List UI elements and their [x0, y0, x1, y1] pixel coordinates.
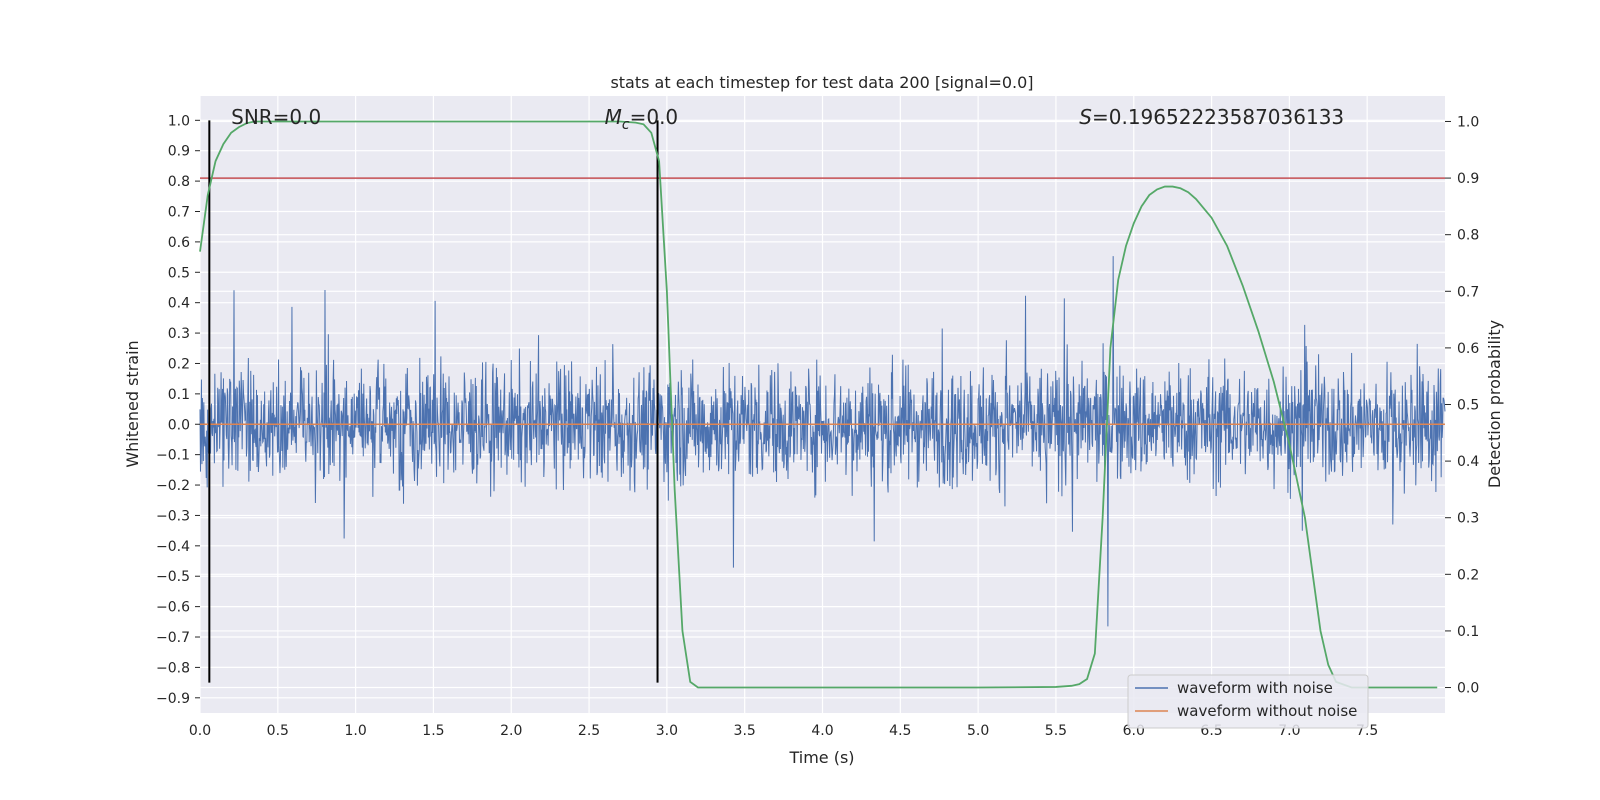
y-tick-label: 1.0 — [168, 113, 190, 129]
y-tick-label: −0.4 — [156, 539, 190, 555]
y2-tick-label: 0.4 — [1457, 454, 1479, 470]
y2-tick-label: 1.0 — [1457, 114, 1479, 130]
vertical-markers — [208, 120, 659, 683]
chirp-mass-annotation: Mc=0.0 — [605, 105, 679, 133]
x-tick-label: 2.5 — [578, 723, 600, 739]
score-value: =0.19652223587036133 — [1092, 105, 1344, 129]
chirp-mass-value: =0.0 — [630, 105, 679, 129]
y2-axis-ticks: 1.0 0.9 0.8 0.7 0.6 0.5 0.4 0.3 0.2 0.1 0.0 — [1445, 114, 1479, 697]
y-tick-label: −0.5 — [156, 569, 190, 585]
y-tick-label: 0.4 — [168, 296, 190, 312]
y-tick-label: 0.3 — [168, 326, 190, 342]
y2-tick-label: 0.6 — [1457, 341, 1479, 357]
snr-annotation: SNR=0.0 — [231, 105, 321, 129]
detection-probability-line — [199, 120, 1438, 689]
x-tick-label: 4.5 — [889, 723, 911, 739]
y-tick-label: 0.9 — [168, 144, 190, 160]
x-axis-label: Time (s) — [788, 748, 854, 767]
y2-tick-label: 0.7 — [1457, 284, 1479, 300]
y-tick-label: 0.2 — [168, 356, 190, 372]
y2-tick-label: 0.2 — [1457, 567, 1479, 583]
x-tick-label: 2.0 — [500, 723, 522, 739]
x-tick-label: 0.0 — [189, 723, 211, 739]
y2-tick-label: 0.5 — [1457, 398, 1479, 414]
y-tick-label: −0.3 — [156, 508, 190, 524]
x-tick-label: 5.0 — [967, 723, 989, 739]
y-tick-label: −0.9 — [156, 691, 190, 707]
x-tick-label: 1.5 — [422, 723, 444, 739]
y-tick-label: −0.1 — [156, 448, 190, 464]
y2-tick-label: 0.0 — [1457, 681, 1479, 697]
chirp-mass-subscript: c — [622, 117, 630, 133]
y-tick-label: 0.5 — [168, 265, 190, 281]
x-tick-label: 1.0 — [344, 723, 366, 739]
y-tick-label: −0.2 — [156, 478, 190, 494]
y-tick-label: 0.7 — [168, 204, 190, 220]
y2-tick-label: 0.1 — [1457, 624, 1479, 640]
y2-axis-label: Detection probability — [1485, 320, 1504, 488]
legend-box — [1127, 674, 1369, 729]
x-tick-label: 4.0 — [811, 723, 833, 739]
x-tick-label: 5.5 — [1045, 723, 1067, 739]
y2-tick-label: 0.3 — [1457, 511, 1479, 527]
y-tick-label: −0.8 — [156, 660, 190, 676]
x-tick-label: 0.5 — [267, 723, 289, 739]
y-axis-label: Whitened strain — [123, 340, 142, 467]
y-tick-label: −0.7 — [156, 630, 190, 646]
x-tick-label: 3.0 — [656, 723, 678, 739]
y-tick-label: 0.6 — [168, 235, 190, 251]
legend-label-clean: waveform without noise — [1177, 702, 1357, 720]
y2-tick-label: 0.9 — [1457, 171, 1479, 187]
x-tick-label: 3.5 — [734, 723, 756, 739]
chart-title: stats at each timestep for test data 200… — [610, 73, 1033, 92]
score-symbol: S — [1079, 105, 1092, 129]
y-axis-ticks: 1.0 0.9 0.8 0.7 0.6 0.5 0.4 0.3 0.2 0.1 0.0 −0.1 −0.… — [156, 113, 200, 707]
score-annotation: S=0.19652223587036133 — [1079, 105, 1344, 129]
y2-tick-label: 0.8 — [1457, 228, 1479, 244]
legend: waveform with noise waveform without noi… — [1127, 674, 1369, 729]
y-tick-label: 0.1 — [168, 387, 190, 403]
y-tick-label: 0.0 — [168, 417, 190, 433]
legend-label-noise: waveform with noise — [1177, 679, 1333, 697]
y-tick-label: −0.6 — [156, 600, 190, 616]
y-tick-label: 0.8 — [168, 174, 190, 190]
chirp-mass-symbol: M — [605, 105, 622, 129]
